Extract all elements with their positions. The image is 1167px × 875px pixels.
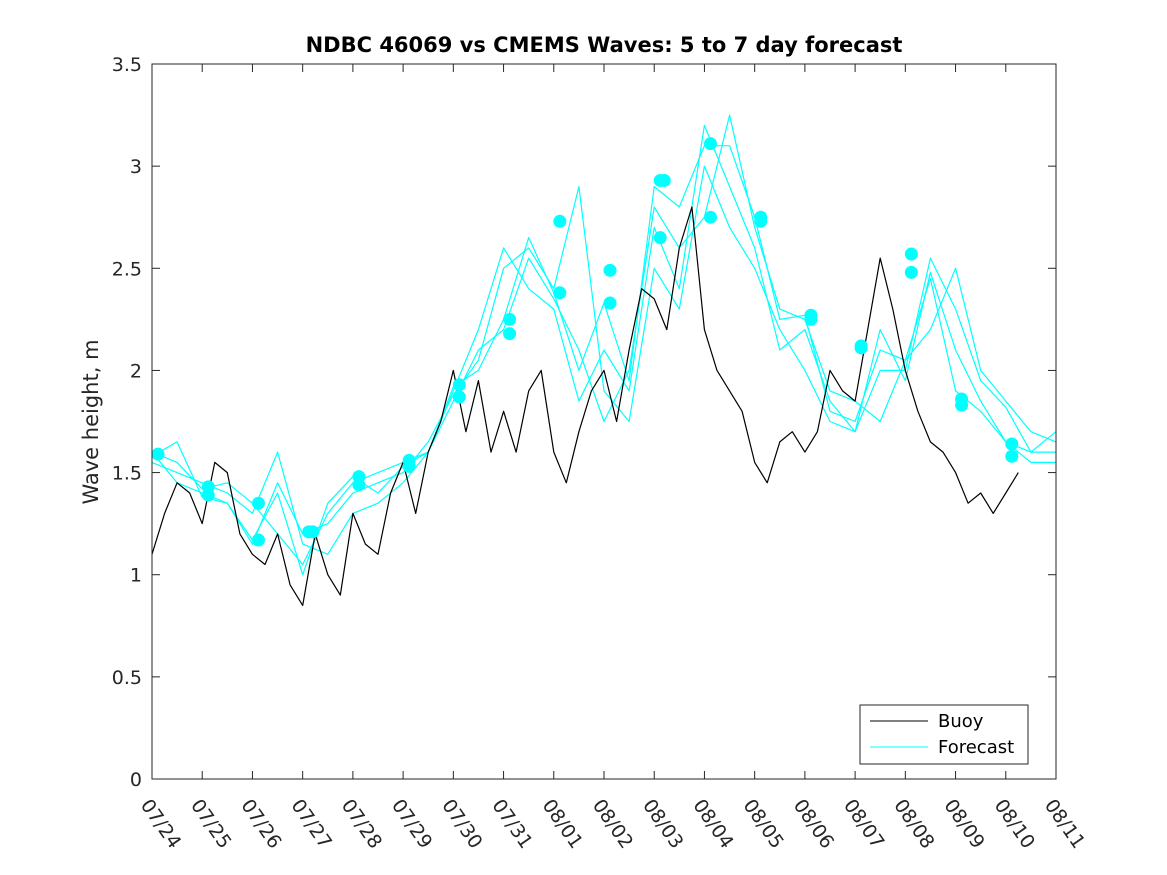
forecast-marker [452,378,466,392]
legend: Buoy Forecast [859,704,1029,765]
y-axis-label: Wave height, m [79,339,103,504]
legend-label-forecast: Forecast [938,737,1014,758]
forecast-marker [201,488,215,502]
marker-layer [151,137,1019,547]
y-tick-label: 1.5 [112,463,142,485]
y-tick-label: 0 [130,769,142,791]
forecast-marker [657,173,671,187]
y-tick-label: 2 [130,360,142,382]
forecast-marker [553,214,567,228]
forecast-marker [503,327,517,341]
forecast-marker [603,263,617,277]
forecast-marker [703,210,717,224]
forecast-marker [352,478,366,492]
y-tick-label: 2.5 [112,258,142,280]
forecast-marker [402,459,416,473]
forecast-marker [151,447,165,461]
y-tick-label: 3.5 [112,54,142,76]
buoy-series-line [151,206,1019,607]
forecast-marker [904,265,918,279]
legend-label-buoy: Buoy [938,711,984,732]
y-tick-label: 3 [130,156,142,178]
forecast-marker [603,296,617,310]
forecast-marker [251,533,265,547]
forecast-marker [804,312,818,326]
forecast-marker [1005,449,1019,463]
series-layer [151,114,1057,607]
forecast-marker [452,390,466,404]
forecast-marker [503,312,517,326]
forecast-marker [251,496,265,510]
forecast-marker [306,525,320,539]
plot-area [151,63,1057,780]
forecast-marker [955,398,969,412]
y-tick-label: 0.5 [112,667,142,689]
forecast-marker [553,286,567,300]
y-axis: 0 0.5 1 1.5 2 2.5 3 3.5 [112,54,1056,791]
forecast-marker [754,214,768,228]
forecast-marker [653,231,667,245]
legend-box [859,704,1029,765]
y-tick-label: 1 [130,565,142,587]
forecast-marker [1005,437,1019,451]
forecast-marker [904,247,918,261]
forecast-marker [703,137,717,151]
chart-title: NDBC 46069 vs CMEMS Waves: 5 to 7 day fo… [306,33,903,57]
forecast-marker [854,341,868,355]
